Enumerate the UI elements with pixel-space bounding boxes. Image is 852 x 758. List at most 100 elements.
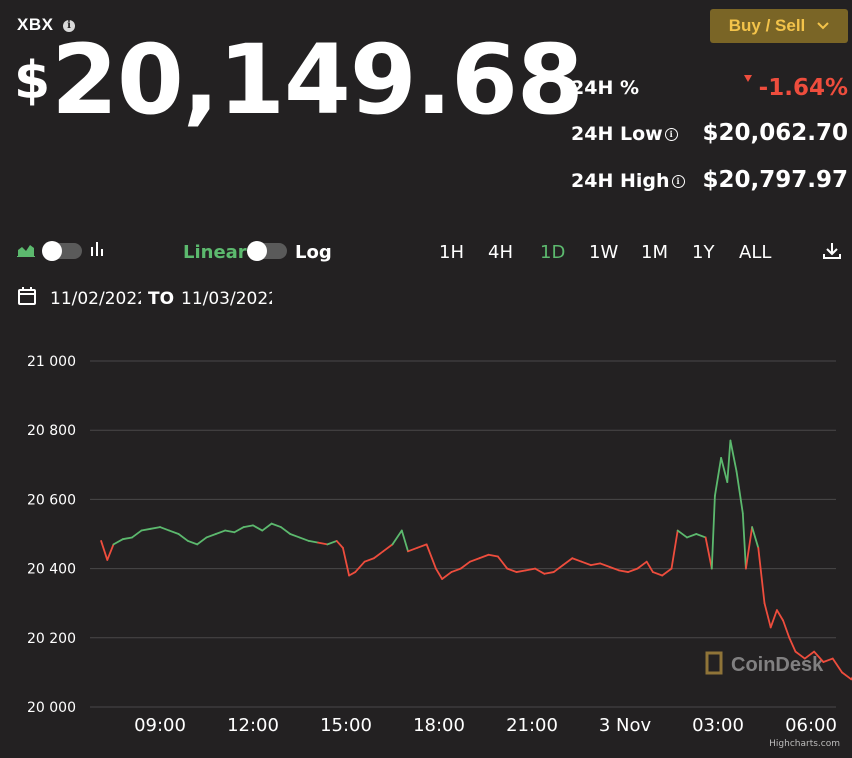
series-segment xyxy=(652,571,664,577)
series-segment xyxy=(524,567,536,572)
series-segment xyxy=(543,571,555,575)
series-segment xyxy=(769,609,778,629)
y-tick-label: 20 400 xyxy=(27,562,76,578)
coindesk-watermark: CoinDesk xyxy=(705,651,824,676)
calendar-icon[interactable] xyxy=(17,286,37,306)
x-tick-label: 12:00 xyxy=(227,715,279,736)
svg-text:CoinDesk: CoinDesk xyxy=(731,654,824,676)
series-segment xyxy=(140,527,152,532)
high-value: $20,797.97 xyxy=(702,167,848,193)
series-segment xyxy=(803,650,815,660)
series-segment xyxy=(159,526,171,532)
series-segment xyxy=(363,557,375,563)
series-segment xyxy=(590,562,602,567)
range-all[interactable]: ALL xyxy=(739,242,772,263)
series-segment xyxy=(307,540,320,544)
scale-toggle[interactable] xyxy=(247,241,287,261)
series-segment xyxy=(354,560,366,573)
series-segment xyxy=(776,609,784,622)
down-arrow-icon xyxy=(744,75,752,82)
y-tick-label: 20 600 xyxy=(27,492,76,508)
buy-sell-label: Buy / Sell xyxy=(728,16,806,35)
low-label: 24H Low i xyxy=(571,123,678,145)
series-segment xyxy=(515,569,527,573)
x-tick-label: 06:00 xyxy=(785,715,837,736)
series-segment xyxy=(506,567,518,573)
linear-scale-label[interactable]: Linear xyxy=(183,242,247,263)
info-icon[interactable]: i xyxy=(63,20,75,32)
series-segment xyxy=(478,553,490,560)
series-segment xyxy=(661,567,673,577)
high-info-icon[interactable]: i xyxy=(671,175,685,188)
series-segment xyxy=(580,560,592,567)
range-1h[interactable]: 1H xyxy=(439,242,464,263)
low-value: $20,062.70 xyxy=(702,120,848,146)
series-segment xyxy=(450,567,462,573)
series-segment xyxy=(233,526,245,534)
series-segment xyxy=(710,495,716,570)
series-segment xyxy=(224,529,236,534)
series-segment xyxy=(382,543,394,553)
series-segment xyxy=(841,671,852,681)
high-label: 24H High i xyxy=(571,170,685,192)
series-segment xyxy=(757,546,766,605)
range-1y[interactable]: 1Y xyxy=(692,242,715,263)
series-segment xyxy=(252,524,264,532)
x-axis: 09:00 12:00 15:00 18:00 21:00 3 Nov 03:00 06:00 xyxy=(134,715,837,736)
price-chart[interactable]: 21 000 20 800 20 600 20 400 20 200 20 000 09:… xyxy=(0,340,852,758)
series-segment xyxy=(704,536,713,570)
series-segment xyxy=(112,538,124,546)
series-segment xyxy=(487,553,499,558)
series-segment xyxy=(214,529,227,535)
chevron-down-icon xyxy=(817,22,829,30)
series-segment xyxy=(788,636,797,653)
series-segment xyxy=(261,522,273,532)
series-segment xyxy=(822,657,834,663)
range-4h[interactable]: 4H xyxy=(488,242,513,263)
series-segment xyxy=(131,529,143,539)
series-segment xyxy=(372,550,385,560)
range-1m[interactable]: 1M xyxy=(641,242,668,263)
series-segment xyxy=(813,650,825,663)
date-to-input[interactable]: 11/03/2022 xyxy=(181,289,272,309)
series-segment xyxy=(735,470,744,515)
log-scale-label[interactable]: Log xyxy=(295,242,332,263)
series-segment xyxy=(552,564,564,573)
series-segment xyxy=(608,565,620,572)
x-tick-label: 09:00 xyxy=(134,715,186,736)
low-info-icon[interactable]: i xyxy=(664,128,678,141)
download-icon[interactable] xyxy=(822,242,842,260)
range-1w[interactable]: 1W xyxy=(589,242,619,263)
series-segment xyxy=(348,571,357,577)
series-segment xyxy=(686,533,698,539)
series-segment xyxy=(407,546,419,553)
series-segment xyxy=(831,657,843,674)
series-segment xyxy=(599,562,611,568)
series-segment xyxy=(270,522,282,528)
chart-grid xyxy=(90,360,836,708)
area-chart-icon[interactable] xyxy=(17,242,35,257)
range-1d[interactable]: 1D xyxy=(540,242,566,263)
date-to-label: TO xyxy=(148,289,175,309)
series-segment xyxy=(627,567,639,573)
series-segment xyxy=(205,533,217,539)
x-tick-label: 03:00 xyxy=(692,715,744,736)
highcharts-credits[interactable]: Highcharts.com xyxy=(769,739,840,749)
chart-type-toggle[interactable] xyxy=(42,241,82,261)
series-segment xyxy=(571,557,583,563)
buy-sell-button[interactable]: Buy / Sell xyxy=(710,9,848,43)
date-from-input[interactable]: 11/02/2022 xyxy=(50,289,141,309)
series-segment xyxy=(298,536,310,542)
series-segment xyxy=(636,560,648,570)
series-segment xyxy=(794,650,806,660)
series-segment xyxy=(729,439,738,473)
series-segment xyxy=(763,602,772,629)
series-segment xyxy=(782,619,791,639)
candlestick-icon[interactable] xyxy=(90,241,104,257)
y-tick-label: 20 000 xyxy=(27,700,76,716)
series-segment xyxy=(751,526,760,549)
ticker-symbol: XBX xyxy=(17,15,54,34)
series-segment xyxy=(469,557,481,563)
series-segment xyxy=(335,540,344,549)
series-segment xyxy=(720,456,729,484)
